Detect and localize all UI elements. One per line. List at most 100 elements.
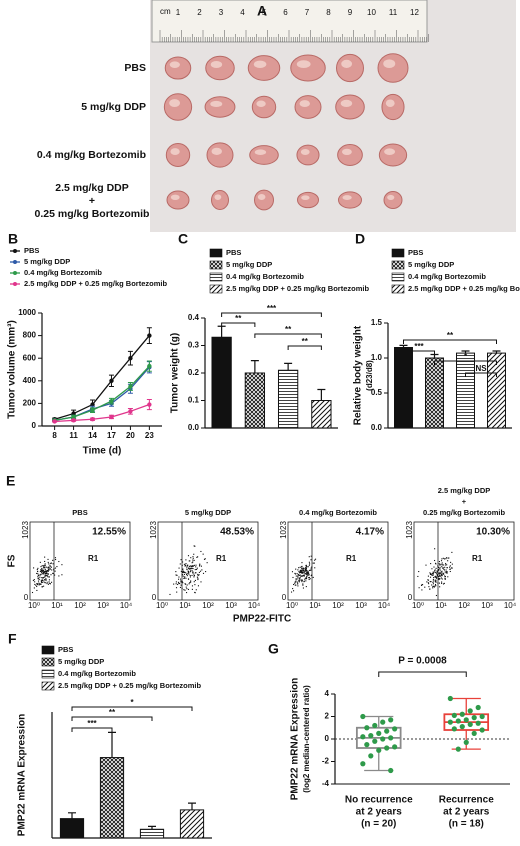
point xyxy=(90,402,95,407)
event-dot xyxy=(182,571,184,574)
event-dot xyxy=(439,568,441,570)
event-dot xyxy=(200,565,203,567)
event-dot xyxy=(299,579,301,581)
event-dot xyxy=(426,581,428,583)
event-dot xyxy=(183,571,185,573)
event-dot xyxy=(193,553,195,555)
tumor-highlight xyxy=(296,60,311,68)
bar xyxy=(277,369,299,429)
legend-swatch xyxy=(391,284,405,294)
event-dot xyxy=(306,570,308,572)
event-dot xyxy=(297,569,299,571)
x-tick-label: 10⁴ xyxy=(378,601,391,610)
event-dot xyxy=(189,574,191,577)
event-dot xyxy=(315,558,317,560)
data-point xyxy=(451,726,457,732)
event-dot xyxy=(292,590,295,592)
event-dot xyxy=(438,575,440,578)
event-dot xyxy=(305,573,307,575)
ruler-number: 4 xyxy=(240,8,245,17)
event-dot xyxy=(180,581,182,583)
event-dot xyxy=(178,578,180,580)
event-dot xyxy=(188,573,190,575)
event-dot xyxy=(196,576,198,578)
event-dot xyxy=(182,571,185,573)
event-dot xyxy=(49,582,51,584)
x-tick-label: 10² xyxy=(332,601,344,610)
x-tick-label: 10³ xyxy=(225,601,237,610)
gate-label: R1 xyxy=(88,554,99,563)
event-dot xyxy=(188,565,190,568)
event-dot xyxy=(193,559,195,561)
y-tick-label: 600 xyxy=(23,353,37,362)
event-dot xyxy=(307,570,309,572)
event-dot xyxy=(309,578,311,580)
event-dot xyxy=(430,573,432,575)
event-dot xyxy=(188,567,190,570)
bar xyxy=(139,828,165,839)
x-tick-label: 10⁴ xyxy=(504,601,517,610)
significance-bracket xyxy=(378,671,467,677)
event-dot xyxy=(61,574,63,576)
event-dot xyxy=(441,558,443,560)
event-dot xyxy=(186,592,188,594)
event-dot xyxy=(40,566,42,568)
data-point xyxy=(360,734,366,740)
event-dot xyxy=(432,571,434,573)
point xyxy=(109,398,114,404)
tumor xyxy=(383,190,403,210)
y-tick-label: 0 xyxy=(32,421,37,430)
event-dot xyxy=(181,581,183,583)
y-tick-label: 0.0 xyxy=(188,423,200,432)
event-dot xyxy=(42,566,44,568)
tumor xyxy=(296,144,320,166)
tumor xyxy=(335,94,365,120)
event-dot xyxy=(313,562,315,564)
event-dot xyxy=(434,562,437,564)
ruler-number: 8 xyxy=(326,8,331,17)
plot-frame xyxy=(157,521,259,601)
event-dot xyxy=(46,575,48,577)
event-dot xyxy=(435,581,437,583)
event-dot xyxy=(42,577,44,579)
event-dot xyxy=(441,562,443,564)
tumor-highlight xyxy=(299,100,310,107)
y-axis-label: PMP22 mRNA Expression xyxy=(290,678,301,800)
event-dot xyxy=(297,574,299,576)
event-dot xyxy=(190,580,192,582)
row-label: + xyxy=(89,195,95,207)
event-dot xyxy=(38,582,40,584)
ruler xyxy=(151,0,428,43)
event-dot xyxy=(199,564,201,566)
event-dot xyxy=(430,563,432,565)
event-dot xyxy=(43,576,45,579)
y-axis-label: (log2 median-centered ratio) xyxy=(302,685,311,793)
event-dot xyxy=(43,585,45,587)
series-line xyxy=(54,365,150,421)
event-dot xyxy=(33,567,35,569)
row-label: 0.4 mg/kg Bortezomib xyxy=(37,149,146,161)
event-dot xyxy=(44,556,46,558)
event-dot xyxy=(191,588,193,590)
event-dot xyxy=(300,579,302,581)
event-dot xyxy=(440,560,443,562)
event-dot xyxy=(41,570,43,572)
event-dot xyxy=(297,576,299,578)
event-dot xyxy=(54,557,57,559)
event-dot xyxy=(431,568,433,570)
event-dot xyxy=(47,576,49,578)
event-dot xyxy=(193,574,195,577)
event-dot xyxy=(297,583,299,585)
event-dot xyxy=(451,563,453,565)
legend-swatch xyxy=(391,260,405,270)
event-dot xyxy=(194,545,196,547)
event-dot xyxy=(182,575,184,577)
event-dot xyxy=(34,581,36,583)
tumor xyxy=(254,189,274,211)
tumor-highlight xyxy=(385,99,395,107)
data-point xyxy=(364,742,370,748)
event-dot xyxy=(433,566,435,568)
event-dot xyxy=(197,577,199,579)
event-dot xyxy=(54,570,56,572)
event-dot xyxy=(46,566,48,568)
